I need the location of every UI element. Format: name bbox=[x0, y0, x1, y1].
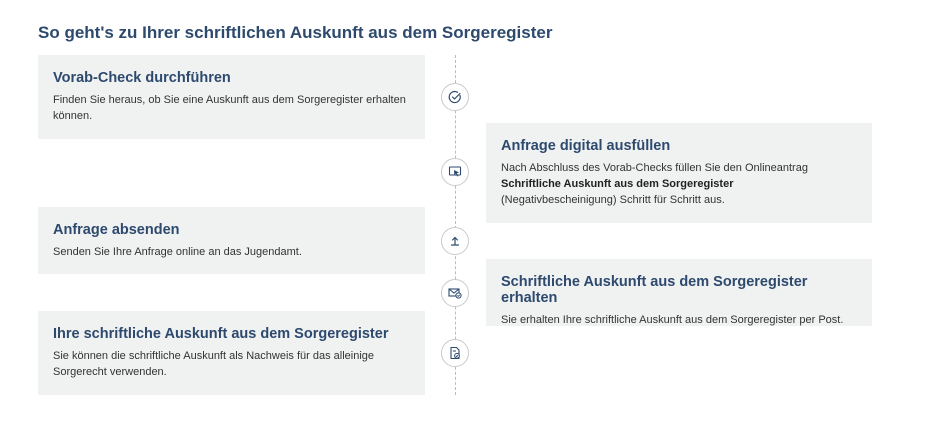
step-title: Anfrage digital ausfüllen bbox=[501, 138, 671, 154]
step-card-auskunft-nachweis: Ihre schriftliche Auskunft aus dem Sorge… bbox=[38, 311, 425, 395]
mail-check-icon bbox=[441, 279, 469, 307]
step-text: Finden Sie heraus, ob Sie eine Auskunft … bbox=[53, 94, 406, 122]
monitor-cursor-icon bbox=[441, 158, 469, 186]
document-check-icon bbox=[441, 339, 469, 367]
step-card-auskunft-erhalten: Schriftliche Auskunft aus dem Sorgeregis… bbox=[486, 259, 872, 326]
upload-icon bbox=[441, 227, 469, 255]
step-text-intro: Nach Abschluss des Vorab-Checks füllen S… bbox=[501, 162, 808, 174]
step-card-anfrage-ausfuellen: Anfrage digital ausfüllen Nach Abschluss… bbox=[486, 123, 872, 223]
page-title: So geht's zu Ihrer schriftlichen Auskunf… bbox=[38, 23, 553, 42]
step-text: Sie erhalten Ihre schriftliche Auskunft … bbox=[501, 314, 844, 326]
step-text: Nach Abschluss des Vorab-Checks füllen S… bbox=[501, 160, 857, 208]
step-text: Senden Sie Ihre Anfrage online an das Ju… bbox=[53, 246, 302, 258]
step-title: Schriftliche Auskunft aus dem Sorgeregis… bbox=[501, 274, 808, 306]
step-card-anfrage-absenden: Anfrage absenden Senden Sie Ihre Anfrage… bbox=[38, 207, 425, 274]
step-card-vorab-check: Vorab-Check durchführen Finden Sie herau… bbox=[38, 55, 425, 139]
step-title: Anfrage absenden bbox=[53, 222, 180, 238]
step-title: Vorab-Check durchführen bbox=[53, 70, 231, 86]
check-circle-icon bbox=[441, 83, 469, 111]
step-title: Ihre schriftliche Auskunft aus dem Sorge… bbox=[53, 326, 389, 342]
timeline-line bbox=[455, 55, 456, 395]
step-text-form-name: Schriftliche Auskunft aus dem Sorgeregis… bbox=[501, 178, 734, 190]
step-text-outro: (Negativbescheinigung) Schritt für Schri… bbox=[501, 194, 725, 206]
step-text: Sie können die schriftliche Auskunft als… bbox=[53, 350, 375, 378]
